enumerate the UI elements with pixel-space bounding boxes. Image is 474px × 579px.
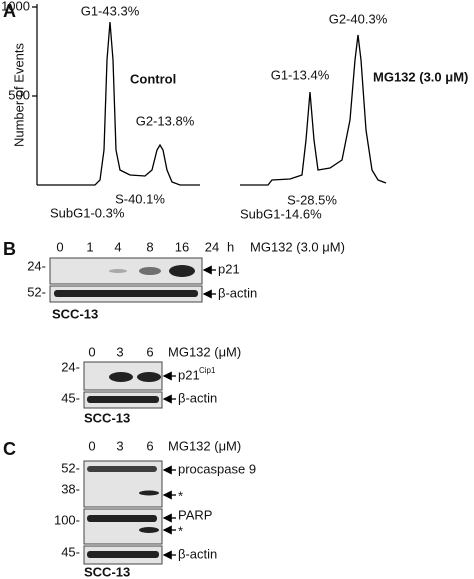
annotation: G1-13.4% bbox=[271, 67, 330, 82]
protein: PARP bbox=[178, 507, 212, 522]
band bbox=[87, 515, 157, 522]
y-axis-label: Number of Events bbox=[11, 42, 26, 147]
cell-line: SCC-13 bbox=[84, 410, 130, 425]
treatment: MG132 (3.0 μM) bbox=[250, 239, 345, 254]
marker: 100- bbox=[54, 512, 80, 527]
marker: 45- bbox=[61, 544, 80, 559]
lane-label: 8 bbox=[146, 239, 153, 254]
axis bbox=[32, 4, 38, 185]
blot bbox=[83, 508, 163, 545]
protein: p21 bbox=[218, 261, 240, 276]
panel-label: B bbox=[3, 239, 16, 259]
treatment: MG132 (μM) bbox=[168, 438, 241, 453]
histogram bbox=[240, 34, 387, 186]
protein: β-actin bbox=[178, 390, 217, 405]
band bbox=[169, 265, 195, 277]
lane-label: 0 bbox=[88, 438, 95, 453]
lane-label: 6 bbox=[146, 438, 153, 453]
lane-label: 1 bbox=[86, 239, 93, 254]
band bbox=[139, 490, 159, 496]
treatment: MG132 (μM) bbox=[168, 344, 241, 359]
protein-superscript: Cip1 bbox=[199, 366, 216, 375]
y-tick-label: 1000 bbox=[1, 0, 30, 13]
band bbox=[87, 396, 159, 403]
lane-unit: h bbox=[227, 239, 234, 254]
band bbox=[54, 290, 198, 297]
lane-label: 3 bbox=[116, 438, 123, 453]
panel-label: C bbox=[3, 439, 16, 459]
lane-label: 0 bbox=[88, 344, 95, 359]
protein: * bbox=[178, 523, 183, 538]
annotation: G1-43.3% bbox=[81, 3, 140, 18]
band bbox=[109, 372, 133, 382]
marker: 45- bbox=[61, 390, 80, 405]
band bbox=[87, 551, 159, 558]
marker: 24- bbox=[27, 258, 46, 273]
marker: 38- bbox=[61, 481, 80, 496]
protein: β-actin bbox=[178, 546, 217, 561]
lane-label: 16 bbox=[175, 239, 189, 254]
annotation: G2-13.8% bbox=[136, 113, 195, 128]
cell-line: SCC-13 bbox=[52, 306, 98, 321]
lane-label: 4 bbox=[114, 239, 121, 254]
lane-label: 0 bbox=[56, 239, 63, 254]
lane-label: 24 bbox=[205, 239, 219, 254]
band bbox=[137, 372, 161, 382]
band bbox=[87, 466, 157, 472]
marker: 24- bbox=[61, 359, 80, 374]
annotation: S-40.1% bbox=[115, 191, 165, 206]
marker: 52- bbox=[27, 284, 46, 299]
band bbox=[109, 269, 127, 273]
marker: 52- bbox=[61, 460, 80, 475]
annotation: SubG1-0.3% bbox=[50, 205, 125, 220]
protein: p21 bbox=[178, 367, 200, 382]
annotation: G2-40.3% bbox=[329, 11, 388, 26]
cell-line: SCC-13 bbox=[84, 564, 130, 579]
protein: β-actin bbox=[218, 285, 257, 300]
y-tick-label: 500 bbox=[8, 87, 30, 102]
annotation: S-28.5% bbox=[287, 192, 337, 207]
histogram bbox=[37, 21, 200, 186]
condition-title: Control bbox=[130, 71, 176, 86]
condition-title: MG132 (3.0 μM) bbox=[373, 69, 468, 84]
band bbox=[139, 527, 159, 533]
panel-label: A bbox=[3, 1, 16, 21]
lane-label: 3 bbox=[116, 344, 123, 359]
protein: * bbox=[178, 488, 183, 503]
annotation: SubG1-14.6% bbox=[240, 206, 322, 221]
band bbox=[139, 267, 161, 275]
protein: procaspase 9 bbox=[178, 461, 256, 476]
lane-label: 6 bbox=[146, 344, 153, 359]
